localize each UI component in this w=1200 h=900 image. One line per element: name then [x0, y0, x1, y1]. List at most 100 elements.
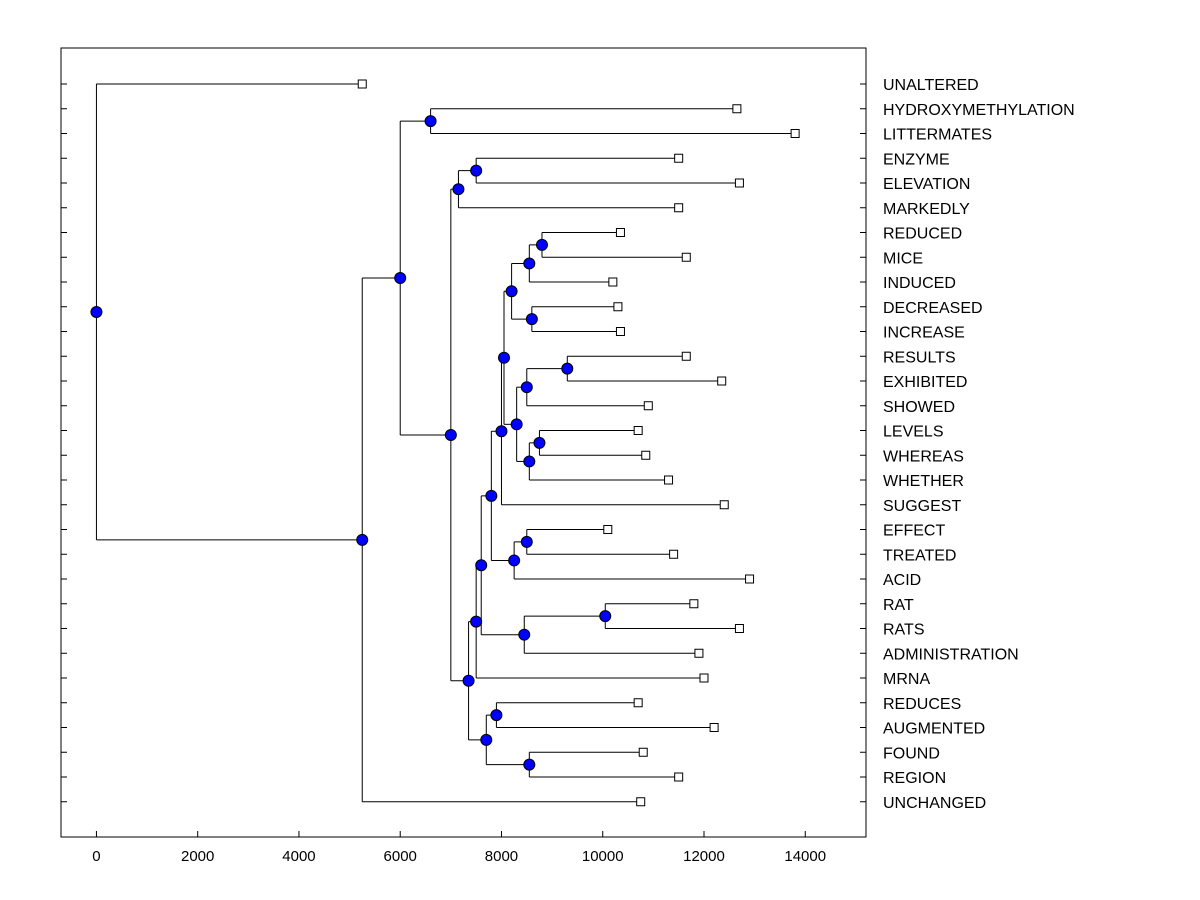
node-marker — [480, 733, 493, 746]
leaf-label: LITTERMATES — [883, 127, 992, 144]
node-marker — [394, 272, 407, 285]
leaf-marker — [633, 698, 643, 708]
x-tick-label: 12000 — [683, 848, 725, 865]
leaf-label: RAT — [883, 597, 914, 614]
plot-frame — [60, 47, 867, 838]
x-axis: 0 2000 4000 6000 8000 10000 12000 14000 — [92, 831, 826, 865]
node-marker — [495, 425, 508, 438]
leaf-label: REDUCED — [883, 226, 962, 243]
leaf-marker — [689, 599, 699, 609]
node-marker — [356, 533, 369, 546]
leaf-marker — [734, 178, 744, 188]
node-marker — [485, 489, 498, 502]
leaf-label: ELEVATION — [883, 176, 970, 193]
leaf-marker — [681, 252, 691, 262]
leaf-labels: UNALTERED HYDROXYMETHYLATION LITTERMATES EN… — [883, 77, 1075, 812]
leaf-label: RATS — [883, 622, 924, 639]
node-marker — [520, 535, 533, 548]
node-marker — [535, 238, 548, 251]
x-tick-label: 2000 — [181, 848, 214, 865]
leaf-label: MRNA — [883, 671, 930, 688]
node-marker — [599, 610, 612, 623]
leaf-label: SUGGEST — [883, 498, 961, 515]
node-marker — [505, 285, 518, 298]
node-marker — [508, 554, 521, 567]
x-tick-label: 4000 — [282, 848, 315, 865]
leaf-marker — [745, 574, 755, 584]
leaf-label: REGION — [883, 770, 946, 787]
node-marker — [470, 615, 483, 628]
leaf-marker — [669, 549, 679, 559]
left-tick-marks — [61, 83, 67, 803]
leaf-marker — [674, 203, 684, 213]
node-marker — [525, 313, 538, 326]
leaf-label: WHETHER — [883, 473, 964, 490]
leaf-marker — [719, 500, 729, 510]
node-marker — [424, 115, 437, 128]
leaf-marker — [674, 153, 684, 163]
x-tick-label: 6000 — [384, 848, 417, 865]
node-marker — [462, 674, 475, 687]
node-marker — [523, 758, 536, 771]
leaf-label: WHEREAS — [883, 448, 964, 465]
leaf-label: AUGMENTED — [883, 721, 985, 738]
leaf-label: DECREASED — [883, 300, 983, 317]
leaf-label: MICE — [883, 250, 923, 267]
leaf-marker — [636, 797, 646, 807]
node-marker — [90, 305, 103, 318]
leaf-label: INCREASE — [883, 325, 965, 342]
leaf-marker — [603, 525, 613, 534]
node-marker — [523, 257, 536, 270]
node-marker — [520, 381, 533, 394]
leaf-marker — [699, 673, 709, 683]
leaf-label: SHOWED — [883, 399, 955, 416]
leaf-label: ENZYME — [883, 151, 950, 168]
leaf-marker — [643, 401, 653, 411]
node-marker — [498, 351, 511, 364]
leaf-marker — [615, 228, 625, 237]
leaf-marker — [709, 723, 719, 732]
x-tick-label: 14000 — [784, 848, 826, 865]
leaf-marker — [633, 426, 643, 435]
node-marker — [523, 455, 536, 468]
leaf-label: MARKEDLY — [883, 201, 970, 218]
node-marker — [510, 418, 523, 431]
leaf-marker — [357, 79, 367, 89]
node-marker — [475, 559, 488, 572]
leaf-marker — [732, 104, 742, 114]
leaf-marker — [694, 648, 704, 658]
node-marker — [490, 709, 503, 722]
leaf-marker — [790, 129, 800, 138]
leaf-label: TREATED — [883, 547, 956, 564]
node-markers — [90, 115, 612, 771]
right-tick-marks — [860, 83, 866, 803]
leaf-label: REDUCES — [883, 696, 961, 713]
leaf-marker — [734, 624, 744, 633]
leaf-marker — [615, 327, 625, 336]
leaf-label: ACID — [883, 572, 921, 589]
node-marker — [444, 428, 457, 441]
leaf-marker — [674, 772, 684, 782]
leaf-marker — [681, 351, 691, 361]
leaf-marker — [638, 747, 648, 757]
node-marker — [518, 628, 531, 641]
x-tick-label: 0 — [92, 848, 100, 865]
node-marker — [452, 183, 465, 196]
leaf-label: INDUCED — [883, 275, 956, 292]
leaf-marker — [664, 475, 674, 485]
leaf-label: ADMINISTRATION — [883, 646, 1019, 663]
leaf-label: FOUND — [883, 745, 940, 762]
leaf-label: EFFECT — [883, 523, 945, 540]
leaf-label: RESULTS — [883, 349, 956, 366]
x-tick-label: 8000 — [485, 848, 518, 865]
leaf-marker — [717, 376, 727, 386]
leaf-marker — [608, 277, 618, 287]
leaf-marker — [641, 450, 651, 460]
node-marker — [561, 362, 574, 375]
node-marker — [470, 164, 483, 177]
leaf-marker — [613, 302, 623, 312]
leaf-label: UNCHANGED — [883, 795, 986, 812]
leaf-label: UNALTERED — [883, 77, 979, 94]
leaf-label: EXHIBITED — [883, 374, 967, 391]
